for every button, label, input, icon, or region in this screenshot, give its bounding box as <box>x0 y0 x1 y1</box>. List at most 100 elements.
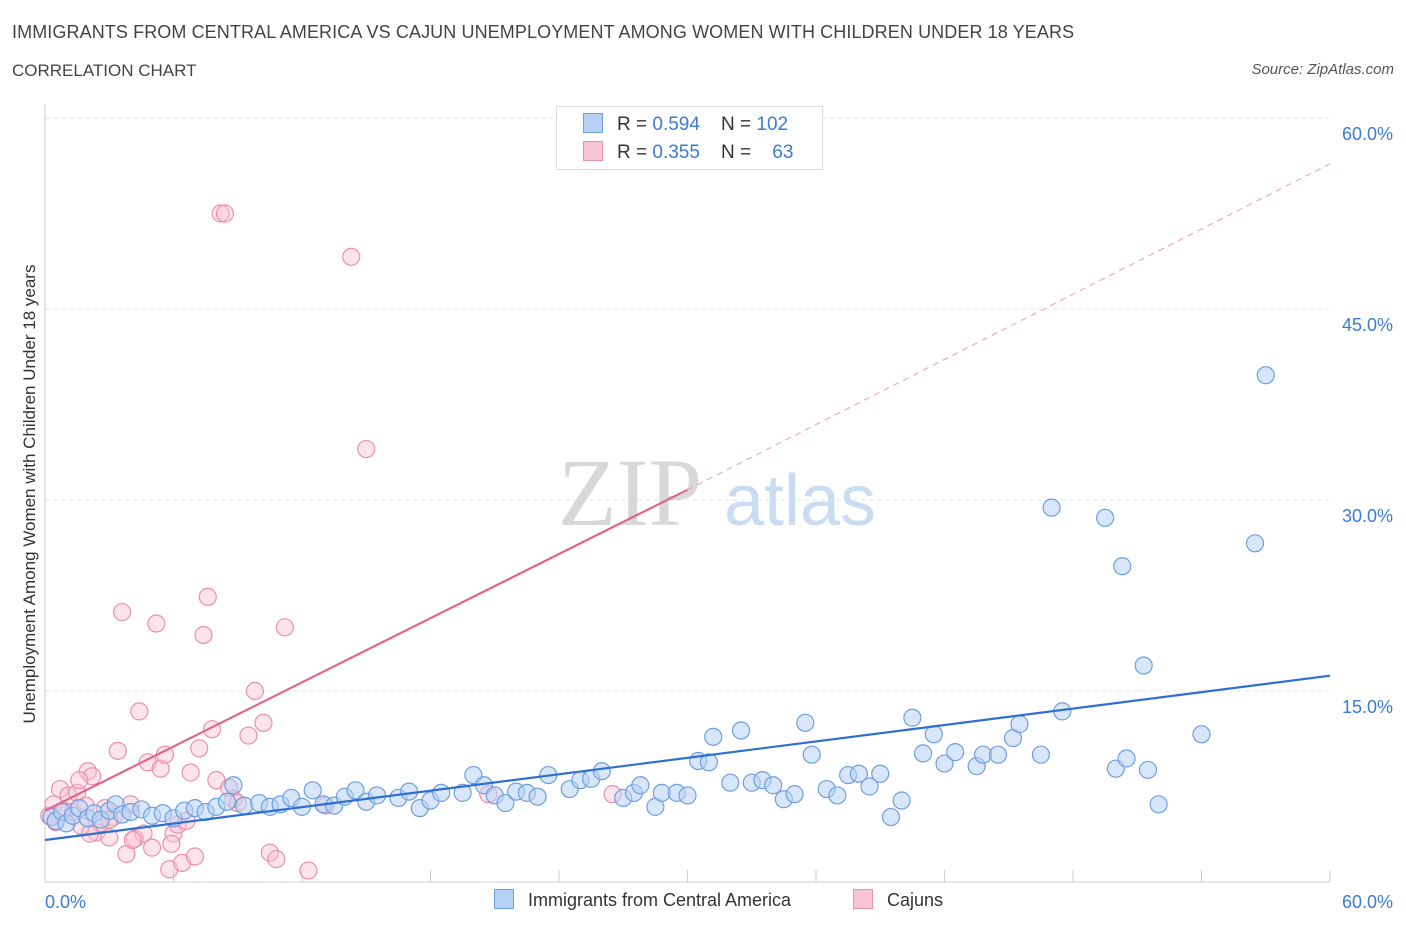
x-tick-label: 0.0% <box>45 892 86 912</box>
n-label: N = <box>721 114 757 135</box>
point-cajuns <box>70 771 89 790</box>
point-cajuns <box>275 618 294 637</box>
point-cajuns <box>245 681 264 701</box>
point-immigrants <box>453 783 472 802</box>
r-value-pink: 0.355 <box>652 142 700 163</box>
trend-lines <box>44 163 1331 842</box>
point-immigrants <box>796 713 815 732</box>
legend-item-cajuns[interactable]: Cajuns <box>853 889 943 911</box>
point-immigrants <box>303 781 322 800</box>
point-cajuns <box>151 759 170 778</box>
point-immigrants <box>1031 745 1050 764</box>
point-immigrants <box>1113 557 1132 576</box>
source-credit: Source: ZipAtlas.com <box>1251 61 1394 78</box>
point-cajuns <box>181 763 200 782</box>
point-cajuns <box>112 602 132 622</box>
point-immigrants <box>432 783 451 802</box>
point-cajuns <box>134 824 153 843</box>
r-value-blue: 0.594 <box>652 114 700 135</box>
point-cajuns <box>162 834 181 853</box>
point-immigrants <box>1096 508 1115 527</box>
y-tick-label: 30.0% <box>1342 506 1393 526</box>
x-tick-label: 60.0% <box>1342 892 1393 912</box>
point-cajuns <box>215 204 234 223</box>
watermark: ZIP atlas <box>558 439 876 546</box>
point-immigrants <box>881 807 901 827</box>
legend-label-cajuns: Cajuns <box>887 890 944 910</box>
point-immigrants <box>785 785 804 804</box>
point-immigrants <box>346 781 365 800</box>
point-immigrants <box>224 776 243 795</box>
point-immigrants <box>1117 749 1136 768</box>
blue-swatch <box>494 889 514 909</box>
chart-title: IMMIGRANTS FROM CENTRAL AMERICA VS CAJUN… <box>12 22 1075 42</box>
point-immigrants <box>678 786 697 805</box>
point-immigrants <box>699 753 719 772</box>
data-points <box>40 204 1275 880</box>
point-immigrants <box>828 786 847 805</box>
point-cajuns <box>254 713 273 732</box>
point-immigrants <box>913 744 933 763</box>
point-cajuns <box>299 861 318 880</box>
point-immigrants <box>704 727 723 746</box>
y-axis-label: Unemployment Among Women with Children U… <box>20 264 39 724</box>
y-tick-label: 15.0% <box>1342 697 1393 717</box>
legend-label-immigrants: Immigrants from Central America <box>528 890 792 910</box>
point-cajuns <box>108 741 127 760</box>
point-cajuns <box>239 726 258 745</box>
legend-item-immigrants[interactable]: Immigrants from Central America <box>494 889 791 911</box>
chart-subtitle: CORRELATION CHART <box>12 61 197 80</box>
point-cajuns <box>130 702 149 721</box>
point-immigrants <box>903 708 922 727</box>
legend-row-pink: R = 0.355 N = 63 <box>583 141 793 167</box>
point-immigrants <box>721 773 740 792</box>
point-immigrants <box>802 745 821 764</box>
point-immigrants <box>924 725 943 744</box>
point-cajuns <box>194 625 213 645</box>
correlation-legend: R = 0.594 N = 102 R = 0.355 N = 63 <box>556 106 823 170</box>
point-cajuns <box>198 587 217 606</box>
point-immigrants <box>496 793 515 813</box>
y-tick-label: 60.0% <box>1342 124 1393 144</box>
point-cajuns <box>267 849 286 869</box>
point-immigrants <box>592 762 611 781</box>
r-label: R = <box>617 142 653 163</box>
pink-swatch <box>853 889 873 909</box>
point-immigrants <box>988 745 1008 764</box>
point-immigrants <box>1042 498 1061 517</box>
pink-swatch <box>583 141 603 161</box>
point-immigrants <box>935 754 954 773</box>
point-cajuns <box>190 739 209 758</box>
trendline-cajuns-extension <box>687 163 1331 491</box>
y-tick-label: 45.0% <box>1342 315 1393 335</box>
point-cajuns <box>123 830 142 850</box>
point-immigrants <box>235 796 254 815</box>
watermark-zip: ZIP <box>558 439 702 546</box>
point-immigrants <box>1256 366 1275 385</box>
point-immigrants <box>1192 725 1211 744</box>
point-cajuns <box>142 838 162 857</box>
n-value-blue: 102 <box>756 114 789 135</box>
point-immigrants <box>871 764 890 783</box>
axes <box>44 104 1331 883</box>
point-immigrants <box>367 786 387 805</box>
legend-row-blue: R = 0.594 N = 102 <box>583 113 788 139</box>
point-immigrants <box>849 764 868 783</box>
point-cajuns <box>147 614 166 633</box>
point-immigrants <box>631 776 650 795</box>
grid-lines <box>45 117 1330 692</box>
n-value-pink: 63 <box>772 142 794 163</box>
watermark-atlas: atlas <box>724 461 876 541</box>
point-immigrants <box>1134 656 1153 675</box>
point-immigrants <box>528 787 547 806</box>
point-cajuns <box>185 847 205 866</box>
point-immigrants <box>860 777 879 796</box>
point-immigrants <box>892 791 911 810</box>
trendline-immigrants <box>44 674 1331 842</box>
blue-swatch <box>583 113 603 133</box>
point-immigrants <box>731 721 751 740</box>
r-label: R = <box>617 114 653 135</box>
point-cajuns <box>211 204 230 223</box>
point-cajuns <box>342 247 361 266</box>
